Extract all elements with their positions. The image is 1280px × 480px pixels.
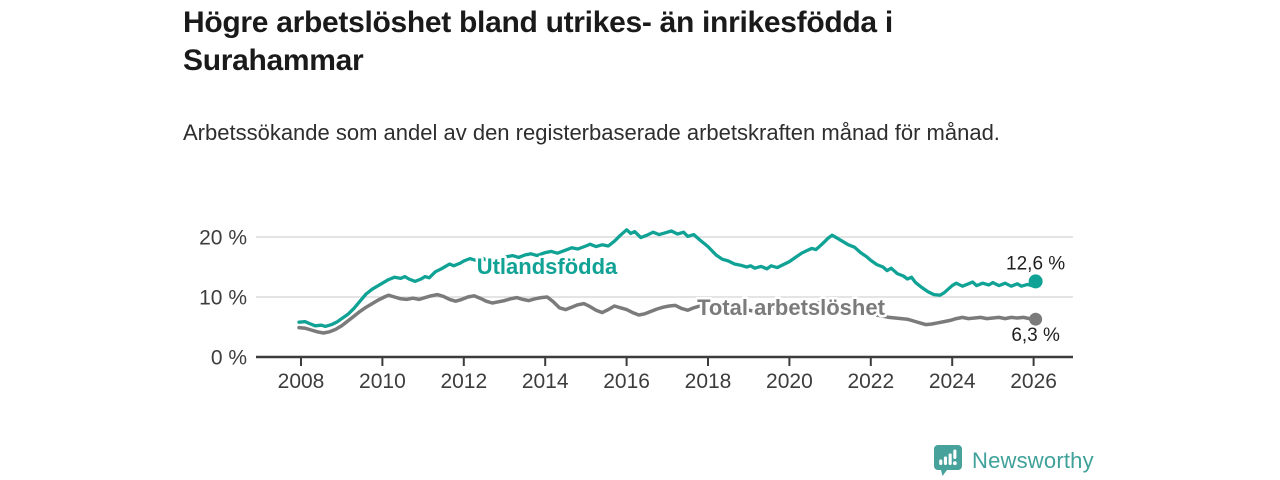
chart-title: Högre arbetslöshet bland utrikes- än inr… [183, 6, 893, 77]
x-tick-label: 2026 [1010, 370, 1057, 393]
series-label-total: Total arbetslöshet [697, 295, 886, 320]
chart-subtitle: Arbetssökande som andel av den registerb… [183, 120, 1000, 145]
y-tick-label: 0 % [211, 347, 247, 370]
x-tick-label: 2024 [929, 370, 976, 393]
x-tick-label: 2020 [766, 370, 813, 393]
newsworthy-logo-link[interactable]: Newsworthy [933, 444, 1094, 477]
series-line-utlandsfodda [297, 228, 1038, 329]
newsworthy-logo-text: Newsworthy [972, 447, 1094, 473]
x-tick-label: 2008 [278, 370, 325, 393]
end-value-label: 12,6 % [1006, 253, 1065, 274]
x-tick-label: 2018 [685, 370, 732, 393]
newsworthy-logo-icon [934, 445, 962, 476]
y-tick-label: 10 % [199, 287, 247, 310]
x-tick-label: 2012 [440, 370, 487, 393]
x-tick-label: 2016 [603, 370, 650, 393]
x-tick-label: 2010 [359, 370, 406, 393]
end-value-label: 6,3 % [1011, 325, 1060, 346]
y-tick-label: 20 % [199, 227, 247, 250]
series-line-total [297, 292, 1038, 335]
x-tick-label: 2022 [847, 370, 894, 393]
series-end-dot [1029, 312, 1043, 326]
series-label-utlandsfodda: Utlandsfödda [477, 254, 618, 279]
series-end-dot [1028, 274, 1043, 289]
x-tick-label: 2014 [522, 370, 569, 393]
